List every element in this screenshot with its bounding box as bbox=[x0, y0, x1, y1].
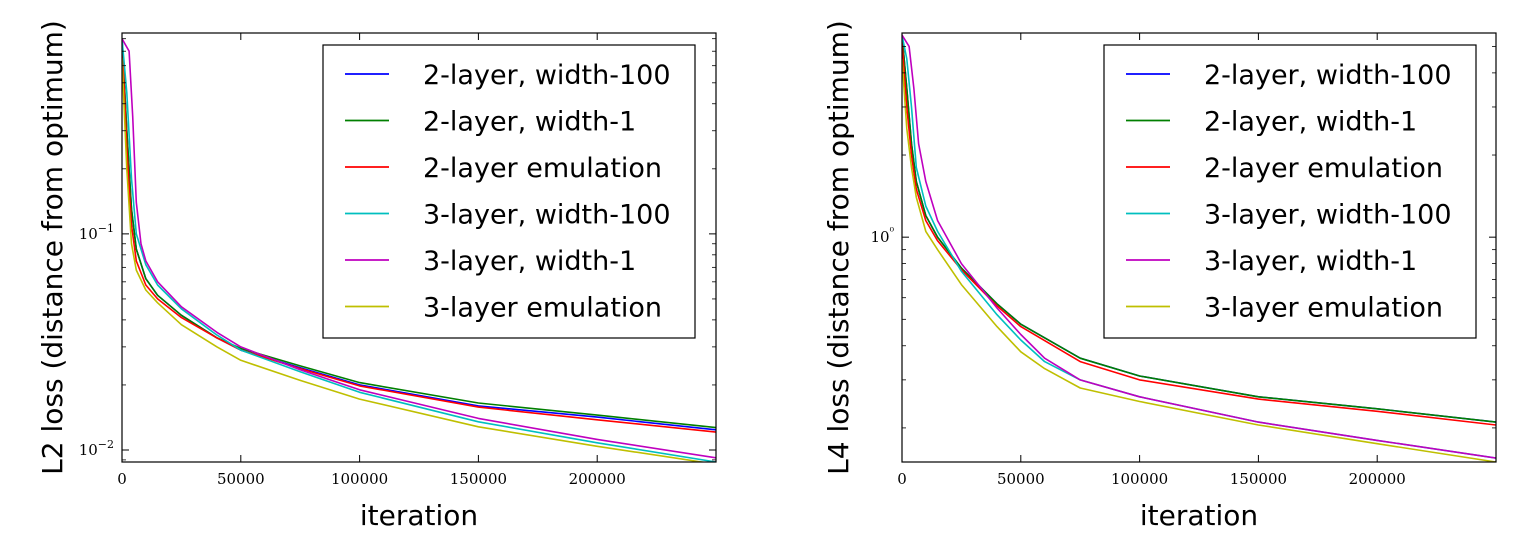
series-line-6 bbox=[122, 58, 707, 462]
x-axis-label: iteration bbox=[1140, 499, 1258, 532]
legend: 2-layer, width-100 2-layer, width-1 2-laye… bbox=[322, 44, 696, 339]
chart-panel-1: 0 50000 100000 150000 200000 10−2 10−1 iteratio… bbox=[36, 20, 717, 532]
legend-label-4: 3-layer, width-100 bbox=[423, 200, 671, 231]
x-tick-label: 150000 bbox=[1230, 470, 1287, 488]
y-tick-label: 10⁰ bbox=[870, 225, 894, 246]
series-group bbox=[122, 38, 716, 462]
x-tick-label: 200000 bbox=[569, 470, 626, 488]
legend-box bbox=[1103, 44, 1477, 339]
legend-label-3: 2-layer emulation bbox=[1204, 153, 1443, 184]
x-tick-label: 100000 bbox=[1111, 470, 1168, 488]
x-tick-label: 50000 bbox=[997, 470, 1045, 488]
series-line-3 bbox=[122, 38, 716, 433]
series-line-6 bbox=[902, 58, 1496, 462]
legend-label-6: 3-layer emulation bbox=[1204, 293, 1443, 324]
y-tick-label: 10−2 bbox=[79, 438, 114, 459]
legend: 2-layer, width-100 2-layer, width-1 2-laye… bbox=[1103, 44, 1477, 339]
x-tick-label: 100000 bbox=[331, 470, 388, 488]
legend-label-1: 2-layer, width-100 bbox=[1204, 60, 1452, 91]
legend-label-1: 2-layer, width-100 bbox=[423, 60, 671, 91]
series-group bbox=[902, 34, 1496, 462]
chart-panel-2: 0 50000 100000 150000 200000 10⁰ iteration L4 l… bbox=[822, 20, 1497, 532]
legend-label-6: 3-layer emulation bbox=[423, 293, 662, 324]
y-tick-label: 10−1 bbox=[79, 222, 114, 243]
plot-frame bbox=[901, 32, 1497, 463]
series-line-4 bbox=[122, 38, 716, 462]
series-line-3 bbox=[902, 41, 1496, 426]
y-axis-label: L4 loss (distance from optimum) bbox=[822, 20, 855, 475]
legend-label-4: 3-layer, width-100 bbox=[1204, 200, 1452, 231]
series-line-5 bbox=[122, 38, 716, 459]
x-tick-label: 0 bbox=[117, 470, 127, 488]
legend-label-2: 2-layer, width-1 bbox=[423, 107, 636, 138]
x-tick-label: 0 bbox=[897, 470, 907, 488]
legend-label-5: 3-layer, width-1 bbox=[423, 246, 636, 277]
legend-label-5: 3-layer, width-1 bbox=[1204, 246, 1417, 277]
series-line-2 bbox=[122, 38, 716, 429]
plot-frame bbox=[121, 32, 717, 463]
legend-box bbox=[322, 44, 696, 339]
y-axis-label: L2 loss (distance from optimum) bbox=[36, 20, 69, 475]
legend-label-3: 2-layer emulation bbox=[423, 153, 662, 184]
x-axis-label: iteration bbox=[360, 499, 478, 532]
x-tick-label: 200000 bbox=[1349, 470, 1406, 488]
x-tick-label: 50000 bbox=[217, 470, 265, 488]
x-tick-label: 150000 bbox=[450, 470, 507, 488]
legend-label-2: 2-layer, width-1 bbox=[1204, 107, 1417, 138]
series-line-5 bbox=[902, 34, 1496, 459]
